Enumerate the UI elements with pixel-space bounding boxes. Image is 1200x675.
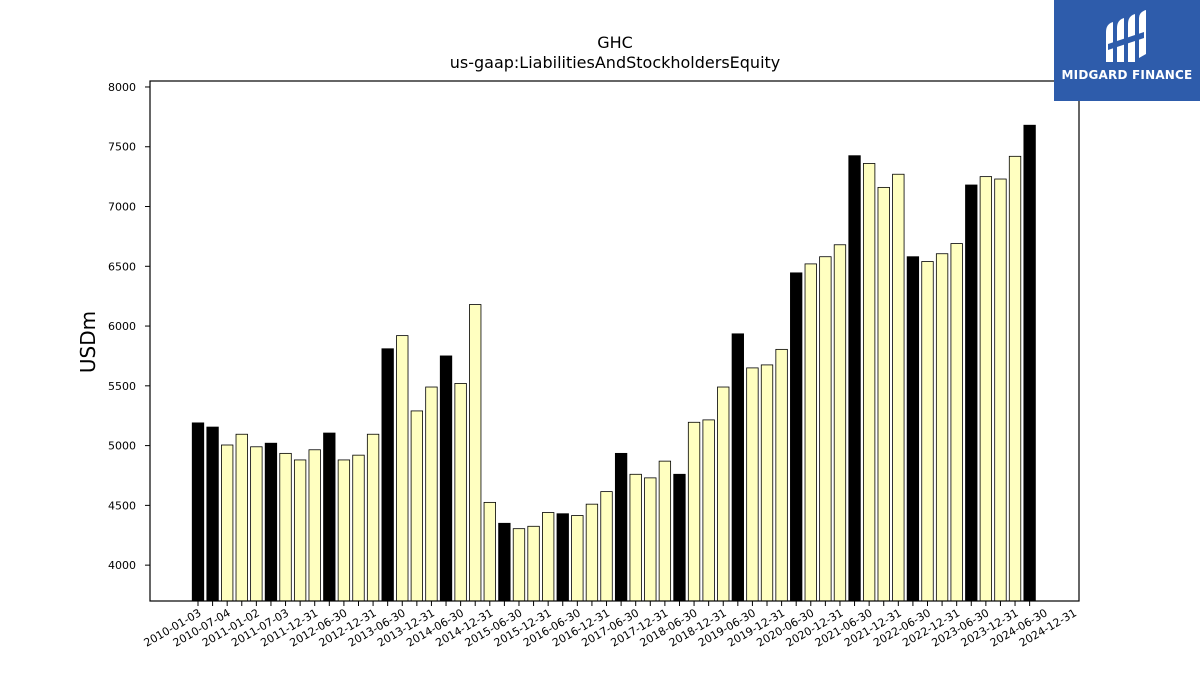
bar [790,272,803,602]
bar [731,333,744,602]
bar [264,442,278,602]
bar [191,422,205,602]
bar [717,386,730,602]
plot-frame [149,80,1080,602]
bar [644,477,657,602]
bar [410,410,424,602]
bar [308,449,321,602]
bar [483,501,496,602]
bar [454,383,467,602]
bar [775,348,788,602]
y-axis-label: USDm [76,311,100,373]
bar [1008,155,1022,602]
bar [921,261,934,602]
bar [469,304,482,602]
bar [585,503,599,602]
y-axis: 4000 4500 5000 5500 6000 6500 7000 7500 8000 [108,81,150,572]
bar [439,355,453,602]
y-tick-label: 5000 [108,440,136,453]
y-tick-label: 6000 [108,320,136,333]
bar [614,452,628,602]
y-tick-label: 6500 [108,260,136,273]
bar [906,256,920,602]
bar [250,446,263,602]
y-tick-label: 4500 [108,499,136,512]
bar [658,460,672,602]
bar [760,364,774,602]
brand-name: MIDGARD FINANCE [1061,68,1193,82]
bar [687,421,701,602]
bar [279,452,292,602]
bar [323,432,336,602]
bar [979,176,993,602]
y-tick-label: 7000 [108,201,136,214]
midgard-logo-icon [1106,10,1146,62]
bar [206,426,219,602]
y-tick-label: 8000 [108,81,136,94]
bar [950,243,963,602]
x-axis: 2010-01-032010-07-042011-01-022011-07-03… [142,601,1079,650]
bar [629,473,642,602]
bar [571,515,584,602]
y-tick-label: 7500 [108,141,136,154]
chart-subtitle: us-gaap:LiabilitiesAndStockholdersEquity [450,53,781,72]
bar [235,433,248,602]
bar [352,454,365,602]
bar [848,155,861,602]
bar [425,386,438,602]
bar [819,256,832,602]
bar [1023,124,1036,602]
bar [498,522,511,602]
chart-title: GHC [597,33,633,52]
bar [527,525,540,602]
bar [512,528,526,602]
bar [833,244,847,602]
bar [337,459,351,602]
bar [366,433,380,602]
bar [542,512,555,602]
bar [935,253,949,602]
brand-logo: MIDGARD FINANCE [1054,0,1200,101]
y-tick-label: 4000 [108,559,136,572]
bar [965,184,978,602]
bar [877,186,890,602]
bar [673,473,686,602]
bar [746,367,759,602]
bar-series [191,124,1036,602]
bar [221,444,234,602]
bar [994,178,1007,602]
bar [892,173,905,602]
bar [381,348,394,602]
bar [396,335,409,602]
bar [293,459,307,602]
bar [702,419,715,602]
bar [862,163,876,602]
y-tick-label: 5500 [108,380,136,393]
bar [556,513,569,602]
bar [600,491,613,602]
bar [804,263,817,602]
